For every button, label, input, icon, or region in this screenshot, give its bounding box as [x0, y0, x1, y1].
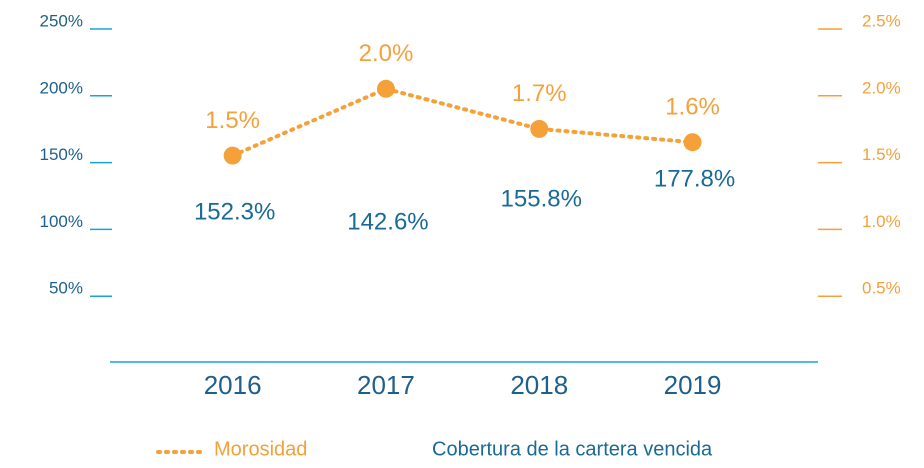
bar-hidden	[384, 165, 388, 356]
y2-tick-label: 1.0%	[862, 212, 901, 231]
bar-hidden	[231, 153, 235, 356]
point	[530, 119, 549, 138]
data-label: 152.3%	[194, 198, 275, 225]
y-tick-label: 200%	[40, 78, 83, 97]
y-tick-label: 250%	[40, 11, 83, 30]
y-tick-label: 100%	[40, 212, 83, 231]
data-label: 1.6%	[665, 94, 720, 121]
bar-hidden	[691, 118, 695, 356]
x-tick-label: 2018	[510, 370, 568, 400]
data-label: 142.6%	[347, 208, 428, 235]
data-label: 177.8%	[654, 165, 735, 192]
data-label: 2.0%	[359, 40, 414, 67]
data-label: 155.8%	[501, 185, 582, 212]
point	[683, 133, 702, 152]
line-morosidad	[230, 86, 695, 158]
x-tick-label: 2017	[357, 370, 415, 400]
y-tick-label: 150%	[40, 145, 83, 164]
y2-tick-label: 2.0%	[862, 78, 901, 97]
bar-hidden	[537, 148, 541, 356]
y-tick-label: 50%	[49, 279, 83, 298]
x-tick-label: 2016	[204, 370, 262, 400]
data-label: 1.7%	[512, 80, 567, 107]
y2-tick-label: 2.5%	[862, 11, 901, 30]
point	[223, 146, 242, 165]
y2-tick-label: 0.5%	[862, 279, 901, 298]
x-tick-label: 2019	[664, 370, 722, 400]
point	[376, 79, 395, 98]
legend-label: Morosidad	[214, 438, 307, 460]
data-label: 1.5%	[205, 107, 260, 134]
y2-tick-label: 1.5%	[862, 145, 901, 164]
legend-label: Cobertura de la cartera vencida	[432, 438, 713, 460]
